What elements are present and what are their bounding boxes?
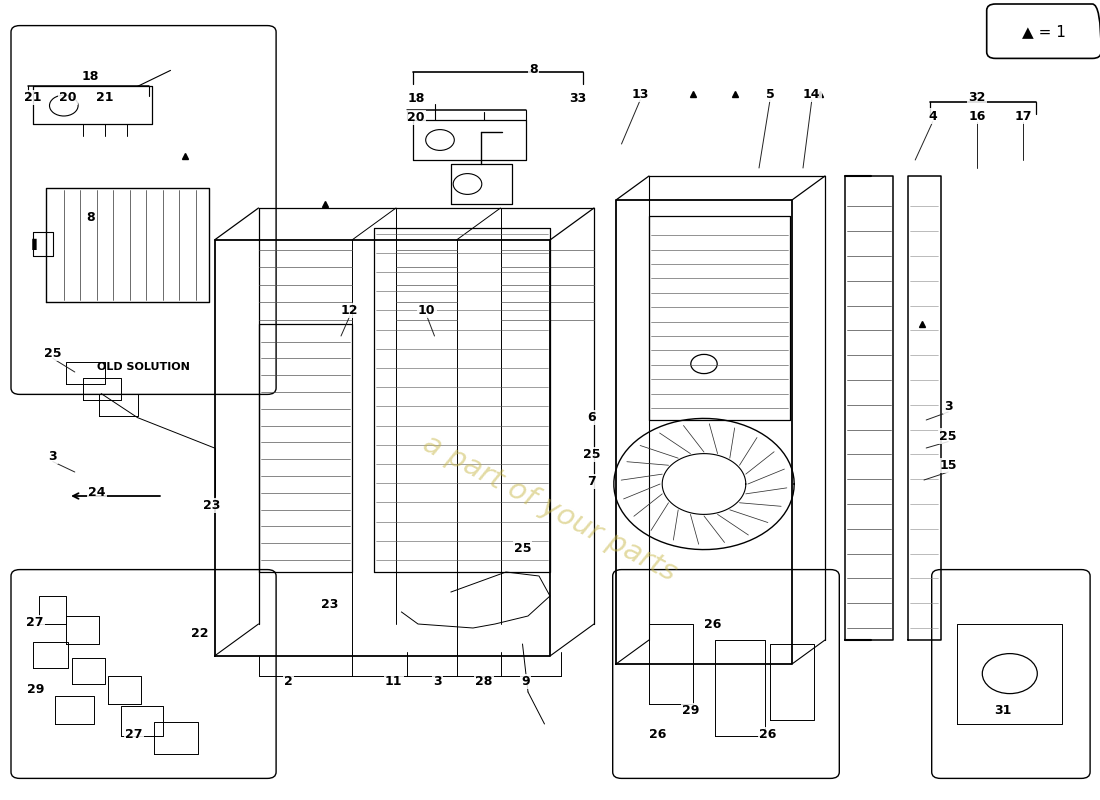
Text: 18: 18: [407, 92, 425, 105]
Text: 20: 20: [407, 111, 425, 124]
Text: 27: 27: [125, 728, 143, 741]
Text: 12: 12: [341, 304, 359, 317]
Text: 11: 11: [385, 675, 403, 688]
Text: 13: 13: [631, 88, 649, 101]
Text: 15: 15: [939, 459, 957, 472]
Text: 28: 28: [475, 675, 493, 688]
Text: 26: 26: [649, 728, 667, 741]
Text: 24: 24: [88, 486, 106, 498]
Text: 20: 20: [59, 91, 77, 104]
Text: 10: 10: [418, 304, 436, 317]
Text: 31: 31: [994, 704, 1012, 717]
Text: ▲ = 1: ▲ = 1: [1022, 24, 1066, 38]
Text: 33: 33: [569, 92, 586, 105]
Text: 29: 29: [26, 683, 44, 696]
Text: 18: 18: [81, 70, 99, 82]
Text: 25: 25: [939, 430, 957, 442]
Text: 16: 16: [968, 110, 986, 122]
Text: 23: 23: [321, 598, 339, 610]
Text: 3: 3: [433, 675, 442, 688]
Text: OLD SOLUTION: OLD SOLUTION: [97, 362, 190, 372]
Text: a part of your parts: a part of your parts: [418, 429, 682, 587]
Text: ▐: ▐: [28, 239, 36, 250]
Text: 3: 3: [944, 400, 953, 413]
Text: 4: 4: [928, 110, 937, 122]
Text: 25: 25: [44, 347, 62, 360]
Text: 29: 29: [682, 704, 700, 717]
Text: 3: 3: [48, 450, 57, 462]
Text: 26: 26: [704, 618, 722, 630]
Text: 23: 23: [202, 499, 220, 512]
Text: 22: 22: [191, 627, 209, 640]
Text: 17: 17: [1014, 110, 1032, 122]
Text: 21: 21: [96, 91, 113, 104]
Text: 25: 25: [583, 448, 601, 461]
Text: 9: 9: [521, 675, 530, 688]
Text: 8: 8: [529, 63, 538, 76]
Text: 7: 7: [587, 475, 596, 488]
Text: 25: 25: [514, 542, 531, 554]
Text: 14: 14: [803, 88, 821, 101]
Text: 27: 27: [26, 616, 44, 629]
Text: 8: 8: [86, 211, 95, 224]
Text: 2: 2: [284, 675, 293, 688]
Text: 6: 6: [587, 411, 596, 424]
Text: 21: 21: [24, 91, 42, 104]
Text: 5: 5: [766, 88, 774, 101]
Text: 32: 32: [968, 91, 986, 104]
Text: 26: 26: [759, 728, 777, 741]
